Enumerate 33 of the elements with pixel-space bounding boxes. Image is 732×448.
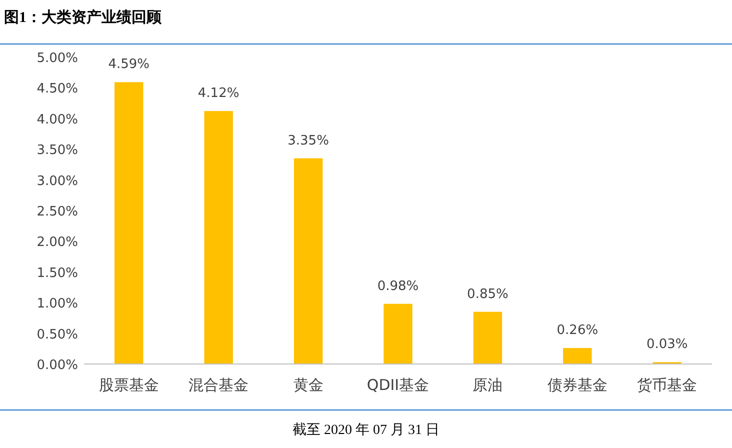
- x-tick-label: 股票基金: [98, 376, 159, 394]
- x-tick-label: 原油: [472, 376, 503, 394]
- y-tick-label: 3.50%: [36, 143, 78, 158]
- y-tick-label: 3.00%: [36, 174, 78, 189]
- y-tick-label: 0.00%: [36, 358, 78, 373]
- y-tick-label: 5.00%: [36, 51, 78, 66]
- y-tick-label: 0.50%: [36, 327, 78, 342]
- x-tick-label: QDII基金: [366, 376, 430, 394]
- x-tick-label: 货币基金: [637, 376, 698, 394]
- bar: [204, 111, 233, 364]
- bar: [473, 312, 502, 364]
- bar: [294, 158, 323, 364]
- data-label: 0.98%: [377, 278, 419, 294]
- data-label: 4.12%: [198, 86, 240, 102]
- bar: [384, 304, 412, 364]
- text: 截至 2020 年 07 月 31 日: [292, 422, 440, 438]
- x-tick-label: 债券基金: [547, 376, 608, 394]
- data-label: 3.35%: [288, 133, 329, 148]
- data-label: 4.59%: [108, 57, 150, 72]
- chart-title: 图1：大类资产业绩回顾: [4, 9, 162, 26]
- data-label: 0.26%: [556, 323, 598, 338]
- bar: [563, 348, 592, 364]
- y-tick-label: 4.00%: [36, 112, 78, 128]
- data-label: 0.85%: [467, 286, 508, 302]
- y-tick-label: 4.50%: [36, 82, 78, 97]
- bar: [114, 82, 144, 364]
- y-tick-label: 1.50%: [36, 266, 78, 281]
- data-label: 0.03%: [646, 337, 688, 352]
- x-tick-label: 混合基金: [188, 376, 249, 394]
- x-tick-label: 黄金: [293, 376, 324, 394]
- y-tick-label: 2.00%: [36, 235, 78, 250]
- y-tick-label: 1.00%: [36, 296, 78, 312]
- y-tick-label: 2.50%: [36, 204, 78, 220]
